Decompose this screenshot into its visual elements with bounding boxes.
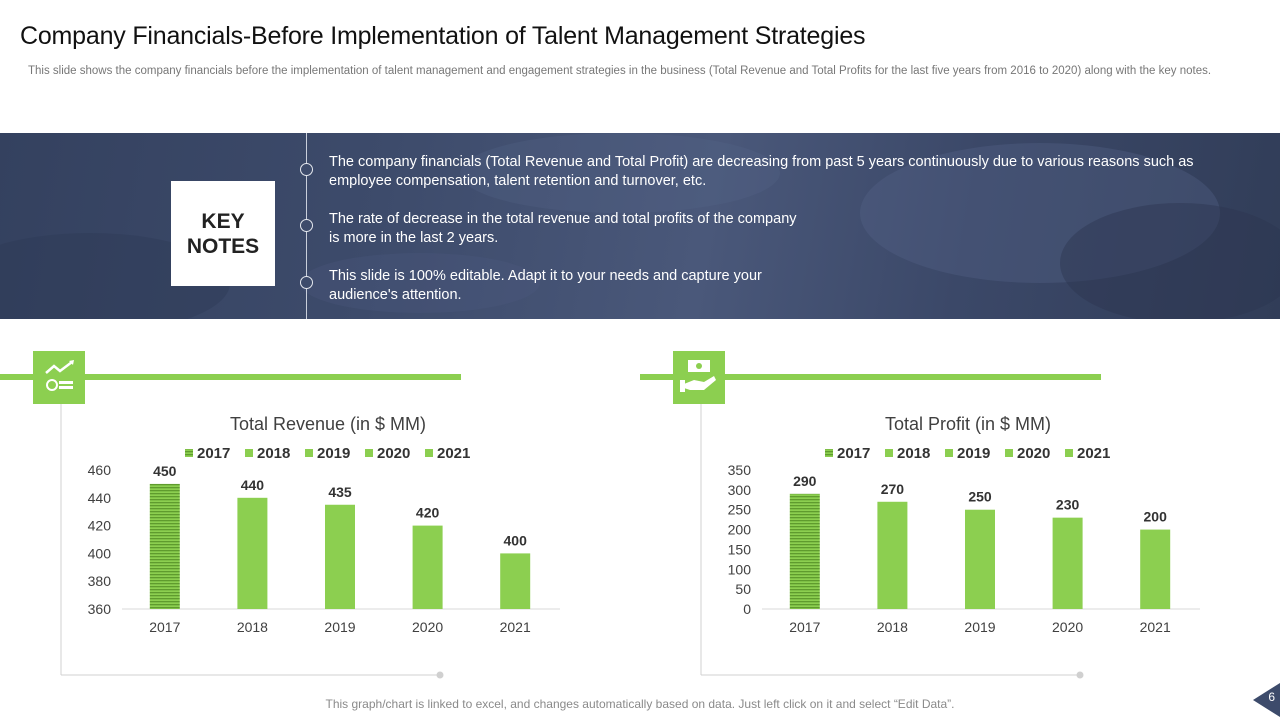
- legend-swatch: [365, 449, 373, 457]
- legend-label: 2018: [257, 445, 290, 462]
- legend-swatch: [825, 449, 833, 457]
- y-tick-label: 360: [88, 601, 112, 617]
- revenue-chart-panel: Total Revenue (in $ MM) 2017 2018 2019 2020…: [0, 340, 640, 690]
- x-tick-label: 2017: [789, 619, 820, 635]
- bar: [965, 509, 995, 609]
- y-tick-label: 250: [728, 502, 752, 518]
- panel-corner-dot: [436, 671, 444, 679]
- revenue-header-bar: [0, 374, 461, 380]
- data-label: 290: [793, 473, 817, 489]
- y-tick-label: 300: [728, 482, 752, 498]
- legend-label: 2017: [197, 445, 230, 462]
- y-tick-label: 200: [728, 522, 752, 538]
- timeline-dot: [300, 276, 313, 289]
- y-tick-label: 350: [728, 462, 752, 478]
- profit-chart-panel: Total Profit (in $ MM) 2017 2018 2019 2020 2…: [640, 340, 1280, 690]
- legend-swatch: [425, 449, 433, 457]
- timeline-dot: [300, 163, 313, 176]
- profit-chart: Total Profit (in $ MM) 2017 2018 2019 2020 2…: [640, 351, 1200, 679]
- bar-series: 450 2017 440 2018 435 2019 420 2020 400 2021: [149, 463, 531, 635]
- y-tick-label: 440: [88, 490, 112, 506]
- legend-label: 2017: [837, 445, 870, 462]
- data-label: 400: [504, 532, 528, 548]
- legend-label: 2021: [1077, 445, 1110, 462]
- y-tick-label: 380: [88, 573, 112, 589]
- legend-label: 2019: [957, 445, 990, 462]
- data-label: 450: [153, 463, 177, 479]
- x-tick-label: 2021: [1140, 619, 1171, 635]
- bar: [412, 525, 443, 609]
- bar: [149, 483, 180, 609]
- bar: [500, 553, 531, 609]
- timeline-dot: [300, 219, 313, 232]
- revenue-chart-icon: [33, 351, 85, 404]
- footer-note: This graph/chart is linked to excel, and…: [325, 697, 955, 711]
- x-tick-label: 2017: [149, 619, 180, 635]
- y-tick-label: 100: [728, 561, 752, 577]
- page-number: 6: [1268, 690, 1275, 704]
- page-number-badge: [1253, 683, 1280, 717]
- chart-legend: 2017 2018 2019 2020 2021: [825, 445, 1110, 462]
- x-tick-label: 2020: [1052, 619, 1083, 635]
- x-tick-label: 2019: [324, 619, 355, 635]
- bar: [877, 501, 908, 609]
- y-tick-label: 50: [735, 581, 751, 597]
- y-tick-label: 460: [88, 462, 112, 478]
- y-tick-label: 0: [743, 601, 751, 617]
- y-tick-label: 420: [88, 518, 112, 534]
- profit-header-bar: [640, 374, 1101, 380]
- legend-swatch: [1065, 449, 1073, 457]
- chart-title: Total Profit (in $ MM): [885, 414, 1051, 434]
- y-tick-label: 400: [88, 545, 112, 561]
- legend-swatch: [245, 449, 253, 457]
- y-tick-label: 150: [728, 541, 752, 557]
- y-axis: 360 380 400 420 440 460: [88, 462, 560, 617]
- bar: [789, 493, 820, 609]
- x-tick-label: 2020: [412, 619, 443, 635]
- page-subtitle: This slide shows the company financials …: [28, 65, 1212, 77]
- chart-legend: 2017 2018 2019 2020 2021: [185, 445, 470, 462]
- y-axis: 0 50 100 150 200 250 300 350: [728, 462, 1200, 617]
- money-hand-icon: [673, 351, 725, 404]
- data-label: 250: [968, 489, 992, 505]
- data-label: 230: [1056, 497, 1080, 513]
- data-label: 420: [416, 505, 440, 521]
- legend-label: 2020: [377, 445, 410, 462]
- legend-label: 2018: [897, 445, 930, 462]
- data-label: 440: [241, 477, 265, 493]
- x-tick-label: 2019: [964, 619, 995, 635]
- bar: [1052, 517, 1083, 609]
- key-note-2: The rate of decrease in the total revenu…: [329, 211, 797, 246]
- key-notes-banner: KEY NOTES The company financials (Total …: [0, 133, 1280, 319]
- page-title: Company Financials-Before Implementation…: [20, 22, 866, 50]
- chart-title: Total Revenue (in $ MM): [230, 414, 426, 434]
- legend-swatch: [305, 449, 313, 457]
- bar: [237, 497, 268, 609]
- key-note-1: The company financials (Total Revenue an…: [329, 154, 1194, 189]
- legend-swatch: [1005, 449, 1013, 457]
- data-label: 435: [328, 484, 352, 500]
- bar: [325, 504, 355, 609]
- x-tick-label: 2021: [500, 619, 531, 635]
- data-label: 270: [881, 481, 905, 497]
- bar-series: 290 2017 270 2018 250 2019 230 2020 200 2021: [789, 473, 1171, 635]
- bar: [1140, 529, 1171, 609]
- key-notes-label: KEY NOTES: [186, 209, 260, 258]
- legend-swatch: [185, 449, 193, 457]
- legend-label: 2021: [437, 445, 470, 462]
- data-label: 200: [1144, 509, 1168, 525]
- legend-label: 2019: [317, 445, 350, 462]
- x-tick-label: 2018: [237, 619, 268, 635]
- legend-swatch: [945, 449, 953, 457]
- key-note-3: This slide is 100% editable. Adapt it to…: [329, 268, 762, 303]
- key-notes-box: KEY NOTES: [171, 181, 275, 286]
- panel-corner-dot: [1076, 671, 1084, 679]
- banner-background-decoration: [0, 133, 1280, 319]
- x-tick-label: 2018: [877, 619, 908, 635]
- revenue-chart: Total Revenue (in $ MM) 2017 2018 2019 2020…: [0, 351, 560, 679]
- legend-swatch: [885, 449, 893, 457]
- legend-label: 2020: [1017, 445, 1050, 462]
